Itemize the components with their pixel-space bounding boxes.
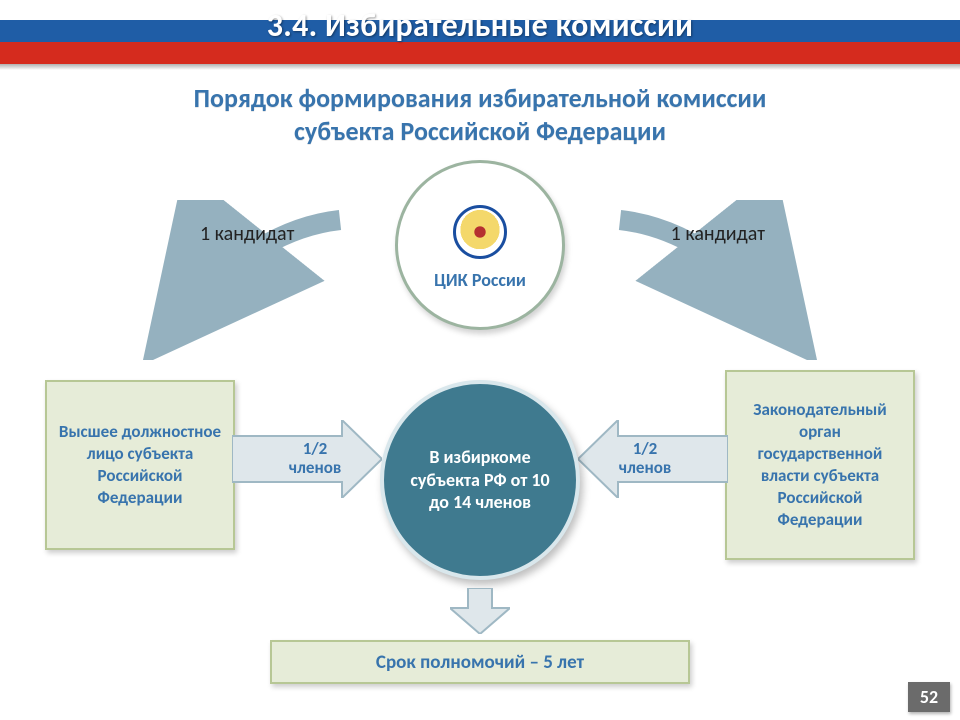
page-number: 52	[908, 682, 950, 712]
cik-node: ЦИК России	[395, 160, 565, 330]
right-entity-box: Законодательный орган государственной вл…	[725, 370, 915, 560]
flag-red-stripe	[0, 42, 960, 64]
arrow-center-to-term	[450, 588, 510, 634]
subtitle-line-1: Порядок формирования избирательной комис…	[194, 82, 767, 114]
cik-label: ЦИК России	[434, 269, 526, 291]
arrow-right-to-center: 1/2 членов	[578, 420, 728, 498]
candidate-label-left: 1 кандидат	[200, 222, 294, 246]
cik-emblem-icon	[453, 205, 507, 259]
slide-section-title: 3.4. Избирательные комиссии	[0, 6, 960, 45]
slide-subtitle: Порядок формирования избирательной комис…	[0, 82, 960, 147]
arrow-left-to-center: 1/2 членов	[232, 420, 382, 498]
half-label-line2-right: членов	[605, 457, 694, 478]
left-entity-box: Высшее должностное лицо субъекта Российс…	[45, 380, 235, 550]
candidate-label-right: 1 кандидат	[671, 222, 765, 246]
subtitle-line-2: субъекта Российской Федерации	[294, 115, 666, 147]
center-node: В избиркоме субъекта РФ от 10 до 14 член…	[380, 380, 580, 580]
flag-shadow	[0, 64, 960, 70]
half-label-line2-left: членов	[267, 457, 356, 478]
term-box: Срок полномочий – 5 лет	[270, 640, 690, 684]
